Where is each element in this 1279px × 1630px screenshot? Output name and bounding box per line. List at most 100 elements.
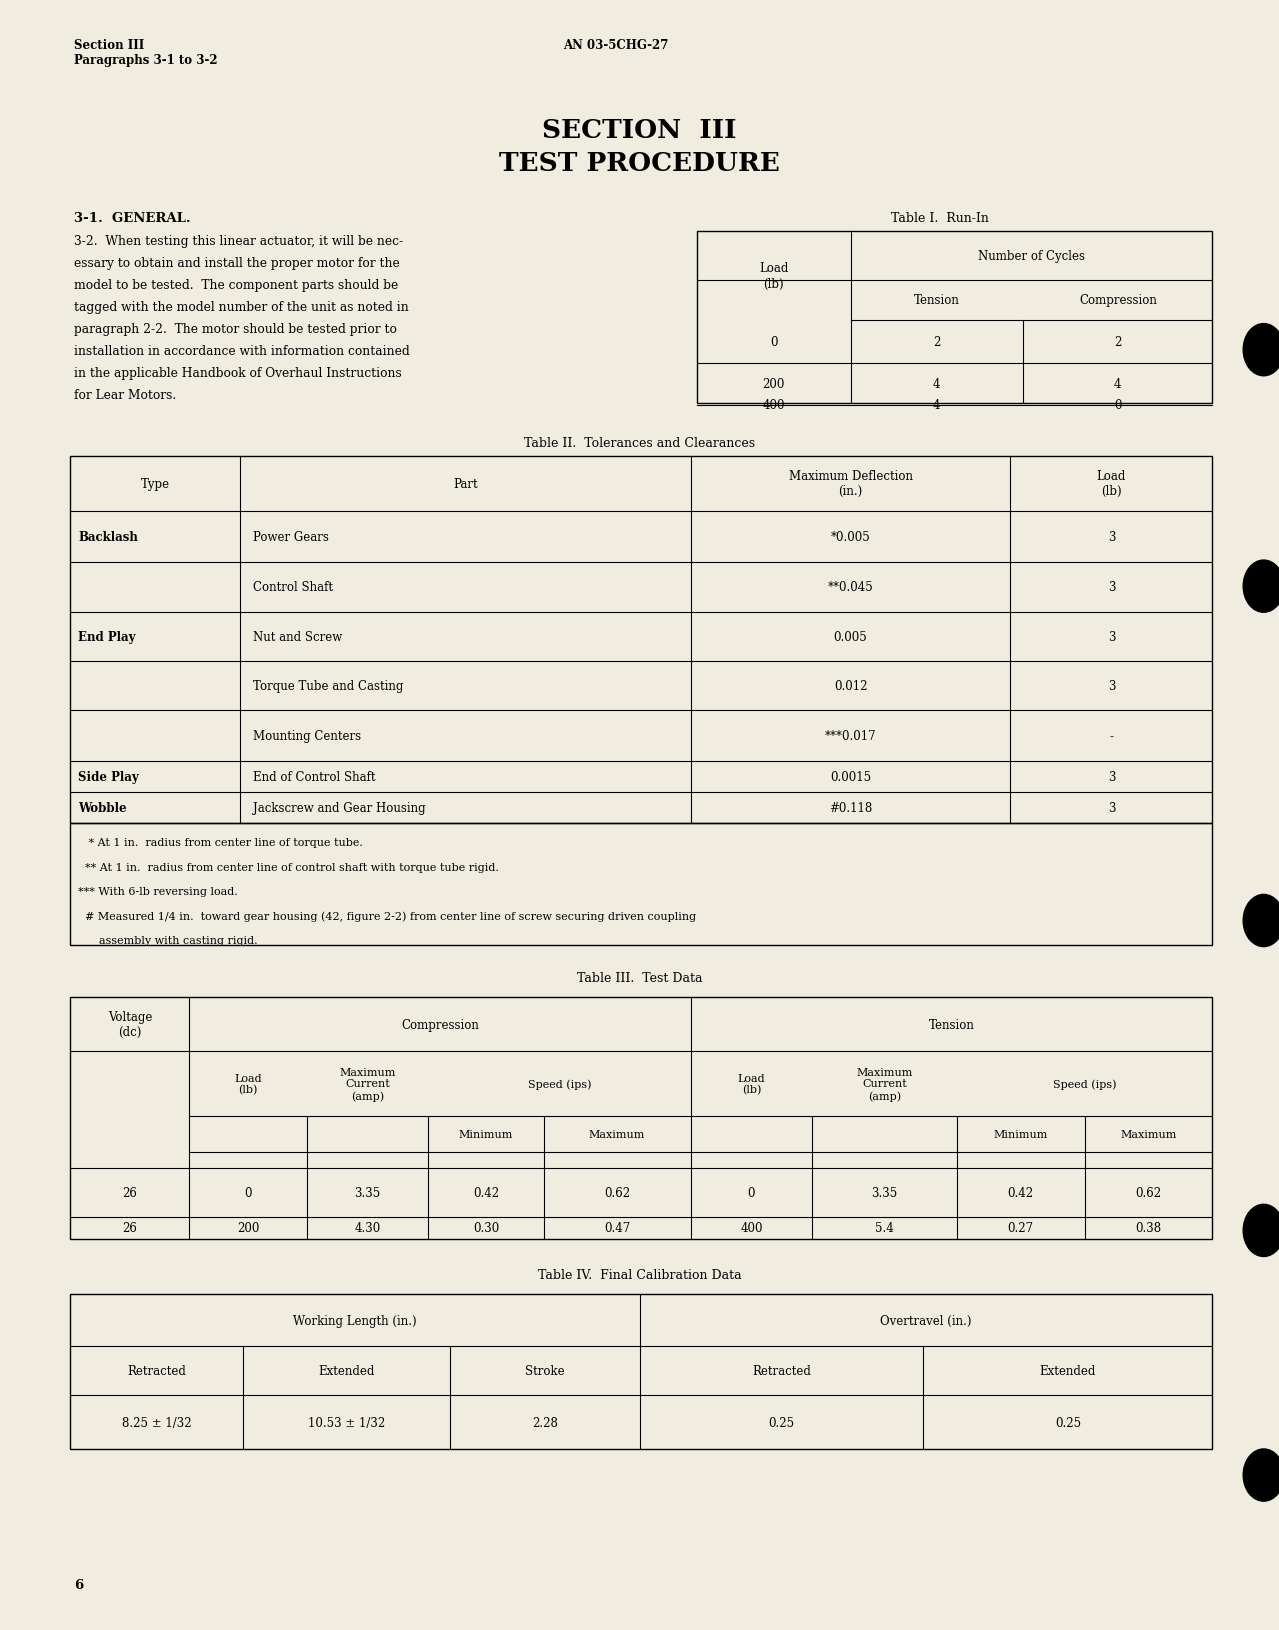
Text: Paragraphs 3-1 to 3-2: Paragraphs 3-1 to 3-2 (74, 54, 217, 67)
Text: Load
(lb): Load (lb) (234, 1073, 262, 1095)
Text: # Measured 1/4 in.  toward gear housing (42, figure 2-2) from center line of scr: # Measured 1/4 in. toward gear housing (… (78, 911, 696, 921)
Text: Control Shaft: Control Shaft (253, 582, 334, 593)
Text: **0.045: **0.045 (828, 582, 874, 593)
Text: Side Play: Side Play (78, 771, 138, 782)
Text: 0.62: 0.62 (604, 1187, 631, 1200)
Text: Section III: Section III (74, 39, 145, 52)
Text: Type: Type (141, 478, 170, 491)
Text: Load
(lb): Load (lb) (1097, 469, 1126, 499)
Text: in the applicable Handbook of Overhaul Instructions: in the applicable Handbook of Overhaul I… (74, 367, 402, 380)
Text: Table I.  Run-In: Table I. Run-In (891, 212, 989, 225)
Text: 3-1.  GENERAL.: 3-1. GENERAL. (74, 212, 191, 225)
Text: End of Control Shaft: End of Control Shaft (253, 771, 376, 782)
Text: 0.0015: 0.0015 (830, 771, 871, 782)
Text: #0.118: #0.118 (829, 802, 872, 813)
Text: 26: 26 (123, 1187, 137, 1200)
Text: 3.35: 3.35 (354, 1187, 381, 1200)
Text: Maximum
Current
(amp): Maximum Current (amp) (339, 1068, 396, 1100)
Text: 2: 2 (1114, 336, 1122, 349)
Text: Compression: Compression (402, 1019, 478, 1030)
Text: Jackscrew and Gear Housing: Jackscrew and Gear Housing (253, 802, 426, 813)
Text: Nut and Screw: Nut and Screw (253, 631, 343, 644)
Text: Voltage
(dc): Voltage (dc) (107, 1011, 152, 1038)
Circle shape (1243, 1449, 1279, 1501)
Text: 3: 3 (1108, 771, 1115, 782)
Text: Minimum: Minimum (459, 1130, 513, 1139)
Text: 0: 0 (770, 336, 778, 349)
Text: Maximum Deflection
(in.): Maximum Deflection (in.) (789, 469, 912, 499)
Text: Load
(lb): Load (lb) (738, 1073, 765, 1095)
Text: Mounting Centers: Mounting Centers (253, 730, 362, 742)
Text: 0: 0 (244, 1187, 252, 1200)
Text: Table II.  Tolerances and Clearances: Table II. Tolerances and Clearances (524, 437, 755, 450)
Text: 0.25: 0.25 (769, 1416, 794, 1428)
Text: AN 03-5CHG-27: AN 03-5CHG-27 (563, 39, 668, 52)
Circle shape (1243, 1205, 1279, 1257)
Text: 0.005: 0.005 (834, 631, 867, 644)
Text: Speed (ips): Speed (ips) (528, 1079, 591, 1089)
Text: 3: 3 (1108, 531, 1115, 543)
Text: 3: 3 (1108, 582, 1115, 593)
Text: Compression: Compression (1079, 295, 1156, 306)
Text: Retracted: Retracted (752, 1364, 811, 1377)
Text: Torque Tube and Casting: Torque Tube and Casting (253, 680, 404, 693)
Bar (697, 231, 1212, 404)
Text: 0.42: 0.42 (473, 1187, 499, 1200)
Text: 3-2.  When testing this linear actuator, it will be nec-: 3-2. When testing this linear actuator, … (74, 235, 403, 248)
Circle shape (1243, 561, 1279, 613)
Text: Part: Part (453, 478, 478, 491)
Text: installation in accordance with information contained: installation in accordance with informat… (74, 346, 411, 357)
Text: 4: 4 (934, 378, 940, 391)
Circle shape (1243, 324, 1279, 377)
Text: Maximum
Current
(amp): Maximum Current (amp) (856, 1068, 913, 1100)
Text: for Lear Motors.: for Lear Motors. (74, 390, 177, 401)
Text: Minimum: Minimum (994, 1130, 1048, 1139)
Bar (70, 1294, 1212, 1449)
Text: 0.27: 0.27 (1008, 1222, 1033, 1234)
Text: Wobble: Wobble (78, 802, 127, 813)
Text: essary to obtain and install the proper motor for the: essary to obtain and install the proper … (74, 258, 400, 269)
Text: Working Length (in.): Working Length (in.) (293, 1314, 417, 1327)
Circle shape (1243, 895, 1279, 947)
Text: 26: 26 (123, 1222, 137, 1234)
Text: Speed (ips): Speed (ips) (1053, 1079, 1117, 1089)
Text: ** At 1 in.  radius from center line of control shaft with torque tube rigid.: ** At 1 in. radius from center line of c… (78, 862, 499, 872)
Text: 0.38: 0.38 (1136, 1222, 1161, 1234)
Text: 0.012: 0.012 (834, 680, 867, 693)
Bar (70, 998, 1212, 1239)
Text: *0.005: *0.005 (830, 531, 871, 543)
Text: assembly with casting rigid.: assembly with casting rigid. (78, 936, 257, 945)
Text: Tension: Tension (929, 1019, 975, 1030)
Text: 3: 3 (1108, 802, 1115, 813)
Text: 10.53 ± 1/32: 10.53 ± 1/32 (308, 1416, 385, 1428)
Text: End Play: End Play (78, 631, 136, 644)
Text: Stroke: Stroke (526, 1364, 564, 1377)
Text: Table IV.  Final Calibration Data: Table IV. Final Calibration Data (537, 1268, 742, 1281)
Text: SECTION  III: SECTION III (542, 117, 737, 143)
Text: Tension: Tension (914, 295, 959, 306)
Text: Backlash: Backlash (78, 531, 138, 543)
Text: Maximum: Maximum (1120, 1130, 1177, 1139)
Text: Overtravel (in.): Overtravel (in.) (880, 1314, 972, 1327)
Text: Extended: Extended (318, 1364, 375, 1377)
Text: Maximum: Maximum (588, 1130, 646, 1139)
Text: 2: 2 (934, 336, 940, 349)
Bar (70, 823, 1212, 945)
Text: 2.28: 2.28 (532, 1416, 558, 1428)
Text: 6: 6 (74, 1578, 83, 1591)
Text: tagged with the model number of the unit as noted in: tagged with the model number of the unit… (74, 302, 409, 313)
Text: 400: 400 (762, 399, 785, 411)
Text: Load
(lb): Load (lb) (760, 262, 788, 290)
Text: 200: 200 (762, 378, 785, 391)
Bar (70, 456, 1212, 823)
Text: 3: 3 (1108, 631, 1115, 644)
Text: Power Gears: Power Gears (253, 531, 329, 543)
Text: Table III.  Test Data: Table III. Test Data (577, 971, 702, 985)
Text: 4: 4 (1114, 378, 1122, 391)
Text: 4.30: 4.30 (354, 1222, 381, 1234)
Text: 0.25: 0.25 (1055, 1416, 1081, 1428)
Text: 400: 400 (741, 1222, 762, 1234)
Text: 0.47: 0.47 (604, 1222, 631, 1234)
Text: 5.4: 5.4 (875, 1222, 894, 1234)
Text: ***0.017: ***0.017 (825, 730, 876, 742)
